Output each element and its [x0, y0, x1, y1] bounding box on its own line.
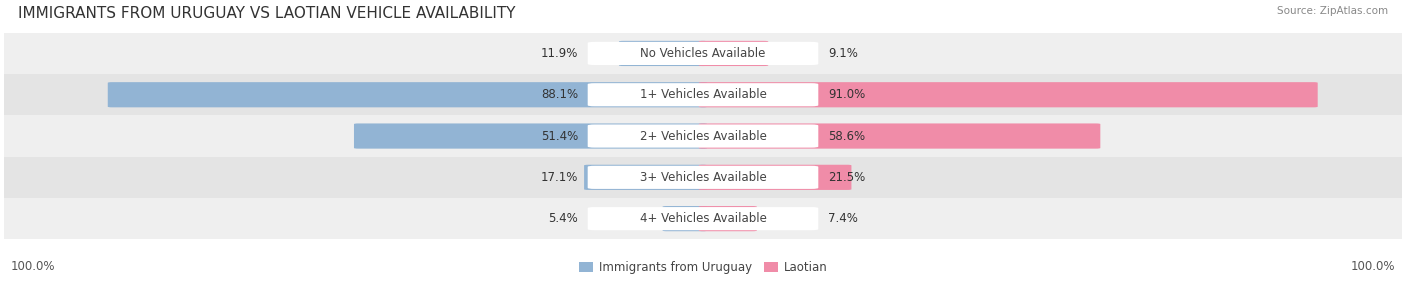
FancyBboxPatch shape	[588, 207, 818, 230]
FancyBboxPatch shape	[354, 124, 707, 149]
Text: Source: ZipAtlas.com: Source: ZipAtlas.com	[1277, 6, 1388, 16]
FancyBboxPatch shape	[4, 33, 1402, 74]
FancyBboxPatch shape	[588, 83, 818, 106]
Text: 51.4%: 51.4%	[541, 130, 578, 142]
Legend: Immigrants from Uruguay, Laotian: Immigrants from Uruguay, Laotian	[574, 256, 832, 279]
Text: 9.1%: 9.1%	[828, 47, 858, 60]
FancyBboxPatch shape	[699, 124, 1101, 149]
FancyBboxPatch shape	[662, 206, 707, 231]
Text: 88.1%: 88.1%	[541, 88, 578, 101]
Text: 100.0%: 100.0%	[1350, 260, 1395, 273]
Text: IMMIGRANTS FROM URUGUAY VS LAOTIAN VEHICLE AVAILABILITY: IMMIGRANTS FROM URUGUAY VS LAOTIAN VEHIC…	[18, 6, 516, 21]
Text: 21.5%: 21.5%	[828, 171, 865, 184]
Text: 5.4%: 5.4%	[548, 212, 578, 225]
Text: 58.6%: 58.6%	[828, 130, 865, 142]
FancyBboxPatch shape	[619, 41, 707, 66]
Text: No Vehicles Available: No Vehicles Available	[640, 47, 766, 60]
FancyBboxPatch shape	[588, 124, 818, 148]
Text: 3+ Vehicles Available: 3+ Vehicles Available	[640, 171, 766, 184]
FancyBboxPatch shape	[699, 165, 852, 190]
FancyBboxPatch shape	[4, 198, 1402, 239]
Text: 91.0%: 91.0%	[828, 88, 865, 101]
FancyBboxPatch shape	[4, 157, 1402, 198]
Text: 2+ Vehicles Available: 2+ Vehicles Available	[640, 130, 766, 142]
Text: 1+ Vehicles Available: 1+ Vehicles Available	[640, 88, 766, 101]
Text: 100.0%: 100.0%	[11, 260, 56, 273]
FancyBboxPatch shape	[588, 42, 818, 65]
FancyBboxPatch shape	[699, 41, 768, 66]
FancyBboxPatch shape	[588, 166, 818, 189]
Text: 11.9%: 11.9%	[540, 47, 578, 60]
FancyBboxPatch shape	[4, 74, 1402, 115]
FancyBboxPatch shape	[4, 115, 1402, 157]
Text: 17.1%: 17.1%	[540, 171, 578, 184]
FancyBboxPatch shape	[583, 165, 707, 190]
FancyBboxPatch shape	[108, 82, 707, 107]
FancyBboxPatch shape	[699, 206, 756, 231]
Text: 4+ Vehicles Available: 4+ Vehicles Available	[640, 212, 766, 225]
Text: 7.4%: 7.4%	[828, 212, 858, 225]
FancyBboxPatch shape	[699, 82, 1317, 107]
